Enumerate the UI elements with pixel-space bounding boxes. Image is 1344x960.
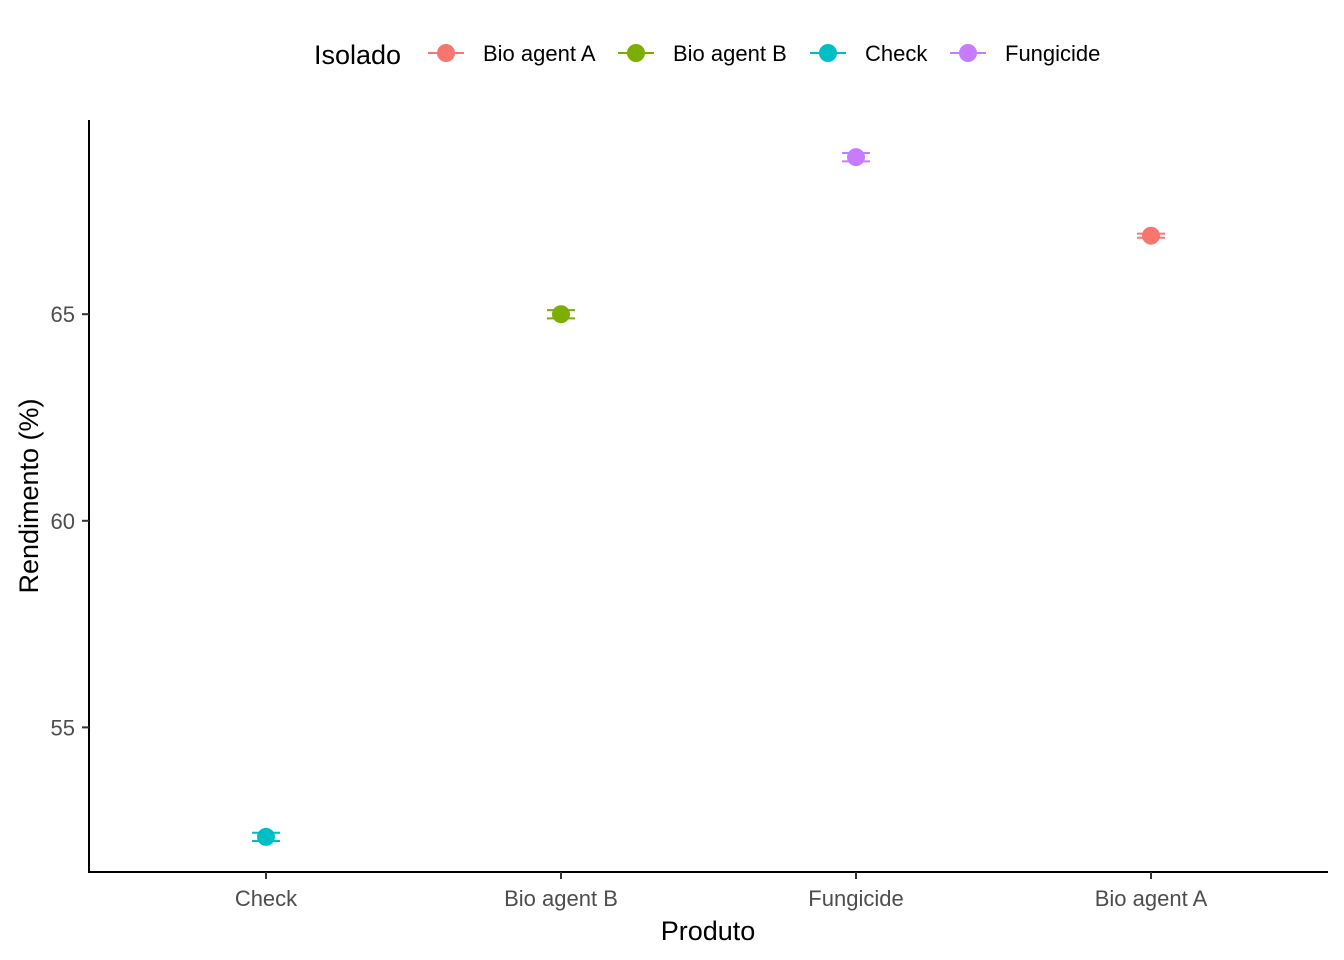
legend-label: Bio agent A xyxy=(483,41,596,66)
legend-item: Check xyxy=(810,41,928,66)
y-tick-label: 60 xyxy=(51,509,75,534)
legend-item: Bio agent A xyxy=(428,41,596,66)
data-point-group xyxy=(252,827,280,846)
legend-label: Bio agent B xyxy=(673,41,787,66)
data-point xyxy=(1142,226,1160,245)
legend-label: Check xyxy=(865,41,928,66)
y-tick-label: 55 xyxy=(51,715,75,740)
y-axis-title: Rendimento (%) xyxy=(14,398,44,593)
x-tick-label: Bio agent B xyxy=(504,886,618,911)
data-point-group xyxy=(1137,226,1165,245)
plot-area: 55 60 65 Check Bio agent B Fungicide Bio agen… xyxy=(51,120,1328,911)
y-tick-label: 65 xyxy=(51,302,75,327)
x-tick-label: Check xyxy=(235,886,298,911)
legend-key-point xyxy=(437,44,455,62)
data-point xyxy=(552,305,570,324)
legend-item: Fungicide xyxy=(950,41,1100,66)
legend-key-point xyxy=(959,44,977,62)
x-tick-label: Bio agent A xyxy=(1095,886,1208,911)
data-point-group xyxy=(547,305,575,324)
data-point xyxy=(847,148,865,167)
x-tick-label: Fungicide xyxy=(808,886,903,911)
x-axis-title: Produto xyxy=(661,916,756,946)
data-point xyxy=(257,827,275,846)
data-point-group xyxy=(842,148,870,167)
legend: Isolado Bio agent A Bio agent B Check Fungi… xyxy=(314,40,1100,70)
legend-label: Fungicide xyxy=(1005,41,1100,66)
data-marks xyxy=(252,148,1165,846)
x-axis-ticks: Check Bio agent B Fungicide Bio agent A xyxy=(235,872,1208,911)
legend-item: Bio agent B xyxy=(618,41,787,66)
y-axis-ticks: 55 60 65 xyxy=(51,302,89,740)
legend-key-point xyxy=(627,44,645,62)
legend-title: Isolado xyxy=(314,40,401,70)
legend-key-point xyxy=(819,44,837,62)
